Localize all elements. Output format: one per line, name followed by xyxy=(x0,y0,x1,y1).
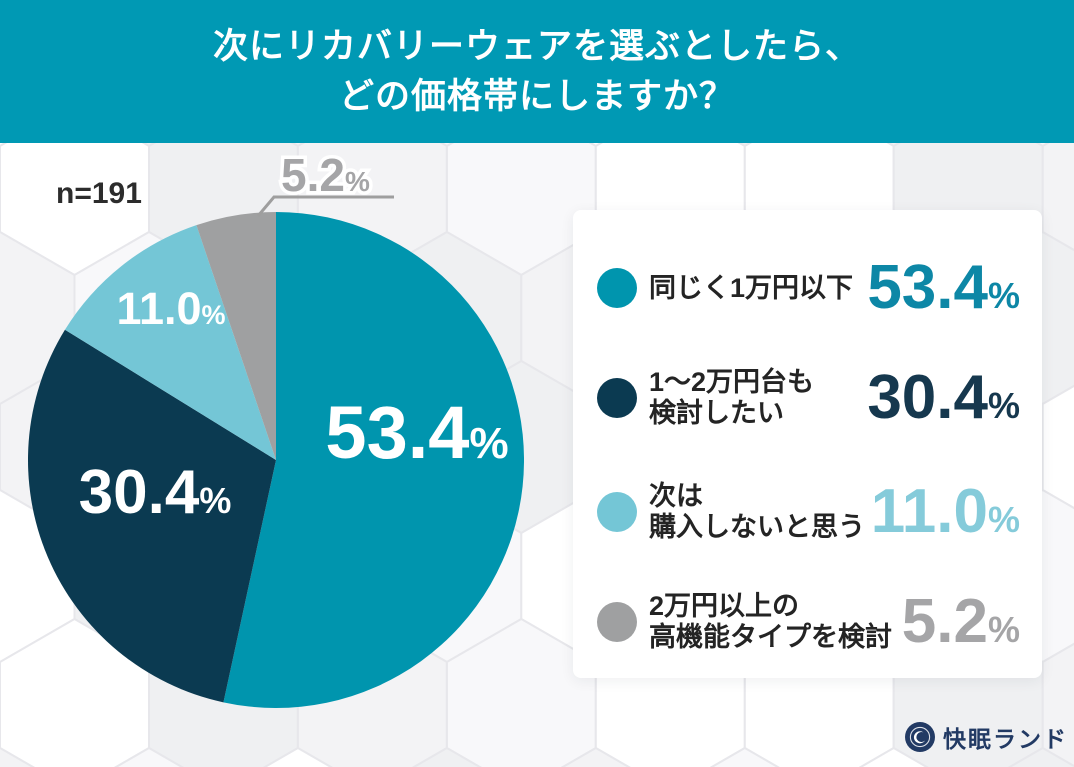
hex-tile xyxy=(411,747,482,767)
hex-tile xyxy=(709,747,780,767)
brand-logo-text: 快眠ランド xyxy=(943,726,1068,752)
percent-sign: % xyxy=(987,499,1020,540)
brand-logo: 快眠ランド xyxy=(905,720,1068,754)
legend-value: 30.4% xyxy=(867,363,1020,432)
hex-tile xyxy=(0,747,35,767)
percent-sign: % xyxy=(201,300,226,330)
legend-swatch-lightblue xyxy=(597,492,637,532)
pie-label-value: 5.2% xyxy=(281,149,370,201)
hex-tile xyxy=(262,747,333,767)
percent-sign: % xyxy=(987,275,1020,316)
title-line-2: どの価格帯にしますか？ xyxy=(338,76,735,116)
legend-row-1: 同じく1万円以下 53.4% xyxy=(597,248,1020,328)
legend-label: 同じく1万円以下 xyxy=(649,272,854,303)
legend-label: 1〜2万円台も 検討したい xyxy=(649,367,815,428)
legend-row-3: 次は 購入しないと思う 11.0% xyxy=(597,472,1020,552)
title-line-1: 次にリカバリーウェアを選ぶとしたら、 xyxy=(212,26,861,66)
legend-value: 53.4% xyxy=(867,253,1020,322)
pie-label-slice-3: 11.0% xyxy=(100,286,242,331)
pie-label-value: 30.4 xyxy=(78,458,200,527)
legend-swatch-teal xyxy=(597,268,637,308)
legend-row-4: 2万円以上の 高機能タイプを検討 5.2% xyxy=(597,582,1020,662)
percent-sign: % xyxy=(344,166,370,197)
percent-sign: % xyxy=(199,480,232,521)
percent-sign: % xyxy=(987,609,1020,650)
pie-label-value: 53.4 xyxy=(325,391,470,474)
legend-row-2: 1〜2万円台も 検討したい 30.4% xyxy=(597,358,1020,438)
pie-label-value: 11.0 xyxy=(116,283,202,334)
legend-value: 5.2% xyxy=(901,587,1020,656)
percent-sign: % xyxy=(469,419,509,468)
pie-label-slice-1: 53.4% xyxy=(303,396,531,470)
sleep-badge-icon xyxy=(905,722,935,752)
hex-tile xyxy=(114,747,184,767)
legend-swatch-gray xyxy=(597,602,637,642)
hex-tile xyxy=(1041,384,1074,510)
legend-card: 同じく1万円以下 53.4% 1〜2万円台も 検討したい 30.4% 次は 購入… xyxy=(573,210,1042,678)
pie-label-slice-2: 30.4% xyxy=(58,462,252,524)
legend-label: 次は 購入しないと思う xyxy=(649,481,865,542)
title-banner: 次にリカバリーウェアを選ぶとしたら、 どの価格帯にしますか？ xyxy=(0,0,1074,143)
pie-label-slice-4: 5.2% 5.2% xyxy=(278,149,374,202)
percent-sign: % xyxy=(987,385,1020,426)
legend-swatch-navy xyxy=(597,378,637,418)
hex-tile xyxy=(560,747,631,767)
legend-value: 11.0% xyxy=(870,477,1020,546)
sample-size-label: n=191 xyxy=(56,177,142,210)
legend-label: 2万円以上の 高機能タイプを検討 xyxy=(649,591,892,652)
